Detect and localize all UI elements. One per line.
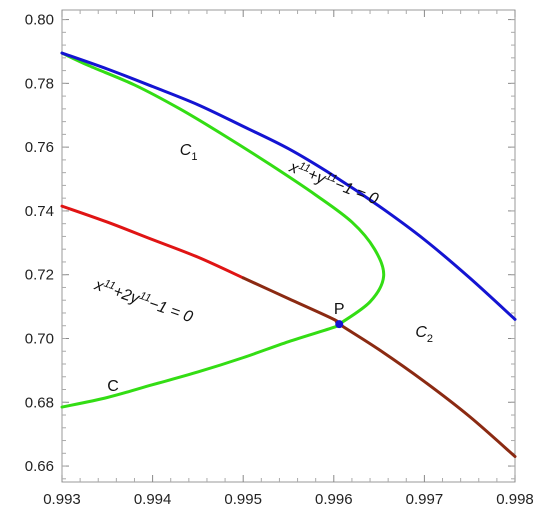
axis-ticks: 0.993 0.994 0.995 0.996 0.997 0.998 0.66 0.68 0.…: [25, 10, 534, 508]
x-tick-label: 0.994: [134, 491, 172, 508]
series-line-1: [60, 204, 245, 280]
y-tick-label: 0.72: [25, 267, 54, 284]
region-label-c1: C1: [180, 142, 198, 163]
point-p-marker: [335, 320, 344, 329]
x-tick-label: 0.993: [43, 491, 81, 508]
x-tick-label: 0.998: [496, 491, 534, 508]
curve-label-c: C: [107, 378, 119, 395]
y-tick-label: 0.80: [25, 12, 54, 29]
y-tick-label: 0.66: [25, 458, 54, 475]
plot-frame: [61, 9, 516, 483]
y-tick-label: 0.74: [25, 203, 54, 220]
y-tick-label: 0.78: [25, 75, 54, 92]
series-line-3: [60, 51, 386, 409]
x-tick-label: 0.996: [315, 491, 353, 508]
y-tick-label: 0.68: [25, 394, 54, 411]
y-tick-label: 0.70: [25, 330, 54, 347]
x-tick-label: 0.995: [224, 491, 262, 508]
series-layer: [60, 51, 517, 458]
region-label-c2: C2: [415, 324, 433, 345]
equation-label-blue-eq: x11+y11−1 = 0: [286, 157, 381, 209]
series-line-2: [241, 276, 517, 458]
x-tick-label: 0.997: [406, 491, 444, 508]
series-line-0: [60, 51, 517, 321]
point-p-label: P: [334, 301, 345, 318]
y-tick-label: 0.76: [25, 139, 54, 156]
equation-label-red-eq: x11+2y11−1 = 0: [91, 275, 195, 327]
